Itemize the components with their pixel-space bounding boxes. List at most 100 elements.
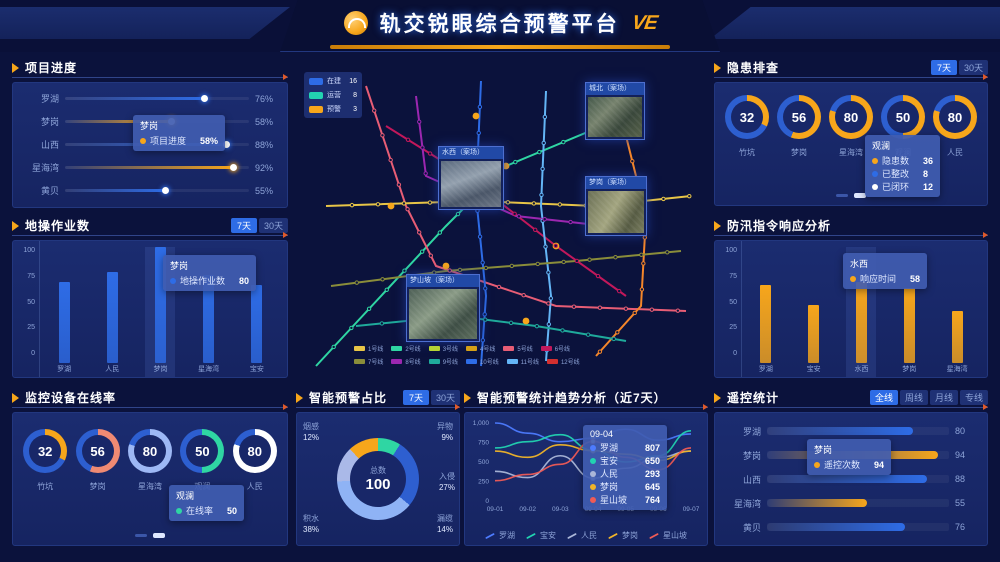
tab-special[interactable]: 专线 bbox=[959, 390, 988, 405]
chart-tooltip: 梦岗 地操作业数 80 bbox=[163, 255, 257, 291]
legend-item[interactable]: 宝安 bbox=[526, 530, 556, 541]
bar[interactable]: 宝安 bbox=[242, 247, 272, 377]
panel-marker-icon bbox=[12, 392, 19, 403]
pager-bar[interactable] bbox=[854, 193, 866, 198]
chart-tooltip: 梦岗 项目进度 58% bbox=[133, 115, 226, 151]
metro-line-chip: 9号线 bbox=[428, 357, 458, 366]
bar-row[interactable]: 山西 88 bbox=[742, 474, 966, 485]
panel-marker-icon bbox=[714, 62, 721, 73]
map-legend-row: 运营 8 bbox=[309, 90, 357, 100]
gauge[interactable]: 80 星海湾 bbox=[127, 429, 172, 492]
pie-callout: 入侵 27% bbox=[438, 472, 455, 493]
map-card[interactable]: 城北（案场） bbox=[585, 82, 645, 140]
metro-line-chip: 6号线 bbox=[540, 344, 570, 353]
legend-item[interactable]: 人民 bbox=[567, 530, 597, 541]
donut-chart[interactable] bbox=[337, 438, 419, 520]
legend-item[interactable]: 星山坡 bbox=[649, 530, 687, 541]
gauge[interactable]: 80 星海湾 bbox=[829, 95, 873, 158]
bar-row[interactable]: 星海湾 92% bbox=[31, 162, 274, 174]
panel-title: 项目进度 bbox=[25, 61, 78, 75]
warning-trend-chart[interactable]: 1,000750500250009-0109-0209-0309-0409-05… bbox=[465, 413, 707, 545]
gauge[interactable]: 80 人民 bbox=[232, 429, 277, 492]
panel-ground-ops: 地操作业数 7天 30天 100 75 50 25 0 罗湖 人民 梦岗 星海湾 宝安 … bbox=[12, 216, 288, 382]
svg-text:1,000: 1,000 bbox=[473, 420, 490, 427]
donut-center: 总数 100 bbox=[365, 466, 391, 493]
map-status-legend: 在建 16 运营 8 预警 3 bbox=[304, 72, 362, 118]
metro-line-chip: 8号线 bbox=[391, 357, 421, 366]
site-photo bbox=[441, 161, 501, 207]
tab-all-lines[interactable]: 全线 bbox=[869, 390, 898, 405]
legend-item[interactable]: 罗湖 bbox=[485, 530, 515, 541]
panel-flood-response: 防汛指令响应分析 100 75 50 25 0 罗湖 宝安 水西 梦岗 星海湾 水西 响… bbox=[714, 216, 988, 382]
panel-warning-trend: 智能预警统计趋势分析（近7天） 1,000 750 500 250 0 09-01 09-0… bbox=[464, 388, 708, 550]
map-legend-row: 预警 3 bbox=[309, 104, 357, 114]
bar[interactable]: 星海湾 bbox=[942, 247, 972, 377]
toggle-7d[interactable]: 7天 bbox=[230, 218, 257, 233]
gauge-pager[interactable] bbox=[135, 533, 165, 538]
chart-tooltip: 梦岗 遥控次数 94 bbox=[807, 439, 892, 475]
toggle-30d[interactable]: 30天 bbox=[958, 60, 988, 75]
chart-tooltip: 水西 响应时间 58 bbox=[843, 253, 928, 289]
metro-map[interactable]: 在建 16 运营 8 预警 3 城北（案场） 水西（案场） 梦岗（案场） 梦山坡（案场） … bbox=[296, 56, 708, 382]
gauge[interactable]: 32 竹坑 bbox=[23, 429, 68, 492]
panel-marker-icon bbox=[12, 220, 19, 231]
brand-mark-icon: VE bbox=[630, 11, 658, 34]
bar-row[interactable]: 黄贝 76 bbox=[742, 522, 966, 533]
map-card[interactable]: 梦岗（案场） bbox=[585, 176, 647, 236]
bar[interactable]: 宝安 bbox=[799, 247, 829, 377]
toggle-30d[interactable]: 30天 bbox=[258, 218, 288, 233]
map-card-label: 梦岗（案场） bbox=[586, 177, 646, 189]
svg-text:250: 250 bbox=[478, 479, 489, 486]
remote-stats-chart[interactable]: 罗湖 80 梦岗 94 山西 88 星海湾 55 黄贝 76 bbox=[717, 419, 985, 539]
panel-title: 智能预警统计趋势分析（近7天） bbox=[477, 391, 667, 405]
map-card[interactable]: 水西（案场） bbox=[438, 146, 504, 210]
bar-row[interactable]: 星海湾 55 bbox=[733, 498, 966, 509]
gauge[interactable]: 56 梦岗 bbox=[75, 429, 120, 492]
svg-text:09-07: 09-07 bbox=[683, 506, 700, 513]
gauge-pager[interactable] bbox=[836, 193, 866, 198]
bar[interactable]: 梦岗 bbox=[894, 247, 924, 377]
chart-tooltip: 观澜 隐患数 36 已整改 8 已闭环 12 bbox=[865, 135, 941, 197]
bar[interactable]: 罗湖 bbox=[751, 247, 781, 377]
chart-tooltip: 09-04 罗湖 807 宝安 650 人民 293 梦岗 645 星山坡 764 bbox=[583, 425, 667, 510]
bar[interactable]: 罗湖 bbox=[49, 247, 79, 377]
legend-item[interactable]: 梦岗 bbox=[608, 530, 638, 541]
trend-legend: 罗湖 宝安 人民 梦岗 星山坡 bbox=[465, 530, 707, 541]
bar[interactable]: 星海湾 bbox=[194, 247, 224, 377]
tab-week[interactable]: 周线 bbox=[899, 390, 928, 405]
bar[interactable]: 人民 bbox=[97, 247, 127, 377]
gauge[interactable]: 32 竹坑 bbox=[725, 95, 769, 158]
gauge[interactable]: 56 梦岗 bbox=[777, 95, 821, 158]
metro-line-chip: 12号线 bbox=[546, 357, 580, 366]
pie-callout: 异物 9% bbox=[437, 422, 453, 443]
metro-line-chip: 1号线 bbox=[354, 344, 383, 353]
site-photo bbox=[588, 97, 642, 137]
bar-row[interactable]: 罗湖 76% bbox=[40, 93, 274, 105]
toggle-30d[interactable]: 30天 bbox=[430, 390, 460, 405]
site-photo bbox=[409, 289, 477, 339]
warning-ratio-pie[interactable]: 总数 100 异物 9% 入侵 27% 积水 38% 漏缆 14% 烟感 12% bbox=[297, 413, 459, 545]
toggle-7d[interactable]: 7天 bbox=[402, 390, 429, 405]
bar-row[interactable]: 黄贝 55% bbox=[40, 185, 274, 197]
pager-dash[interactable] bbox=[836, 194, 848, 197]
tab-month[interactable]: 月线 bbox=[929, 390, 958, 405]
gauge[interactable]: 80 人民 bbox=[933, 95, 977, 158]
panel-title: 智能预警占比 bbox=[309, 391, 388, 405]
gauge[interactable]: 50观澜 bbox=[180, 429, 225, 492]
svg-text:500: 500 bbox=[478, 459, 489, 466]
pager-dash[interactable] bbox=[135, 534, 147, 537]
header-decoration-right bbox=[710, 7, 1000, 39]
panel-title: 防汛指令响应分析 bbox=[727, 219, 832, 233]
map-card[interactable]: 梦山坡（案场） bbox=[406, 274, 480, 342]
toggle-7d[interactable]: 7天 bbox=[930, 60, 957, 75]
bar-row[interactable]: 罗湖 80 bbox=[742, 426, 966, 437]
metro-line-chip: 2号线 bbox=[391, 344, 421, 353]
panel-warning-ratio: 智能预警占比 7天 30天 总数 100 异物 9% 入侵 27% 积水 38% 漏缆 14% 烟感… bbox=[296, 388, 460, 550]
map-card-label: 梦山坡（案场） bbox=[407, 275, 479, 287]
svg-text:09-01: 09-01 bbox=[487, 506, 504, 513]
pager-bar[interactable] bbox=[153, 533, 165, 538]
